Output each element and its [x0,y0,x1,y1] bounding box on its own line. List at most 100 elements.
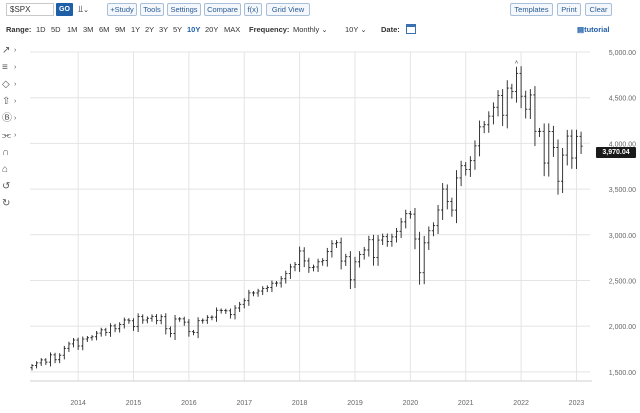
chevron-right-icon: › [14,81,17,88]
ohlc-bar [436,204,440,235]
ohlc-bar [201,318,205,324]
ohlc-bar [528,89,532,119]
chevron-down-icon: ⌄ [360,25,367,34]
arrow-up-icon[interactable]: ⇧ › [2,96,17,107]
ohlc-bar [491,102,496,125]
lock-icon[interactable]: ⌂ [2,164,9,175]
shape-icon[interactable]: ◇ › [2,79,17,90]
compare-button[interactable]: Compare [204,3,241,16]
ohlc-bar [108,323,113,337]
ohlc-bar [413,207,417,250]
period-select[interactable]: 10Y ⌄ [345,25,367,34]
ohlc-bar [561,147,565,194]
chevron-right-icon: › [14,132,17,139]
ohlc-bar [127,318,131,324]
chart-type-dropdown[interactable]: ⫫⌄ [78,3,89,16]
range-20y[interactable]: 20Y [205,25,219,34]
range-3m[interactable]: 3M [83,25,94,34]
magnet-icon[interactable]: ∩ [2,147,10,158]
print-button[interactable]: Print [557,3,581,16]
ohlc-bar [247,289,251,306]
ohlc-bar [330,240,334,258]
range-2y[interactable]: 2Y [145,25,155,34]
ohlc-bar [53,352,57,364]
ohlc-bar [113,323,117,333]
range-5d[interactable]: 5D [51,25,61,34]
range-5y[interactable]: 5Y [173,25,183,34]
ohlc-bar [168,326,173,338]
ohlc-bar [242,298,246,309]
range-1m[interactable]: 1M [67,25,78,34]
ohlc-bar [136,313,140,333]
frequency-label: Frequency: [249,25,290,34]
tutorial-icon: ▤ [577,25,585,34]
ohlc-bar [358,251,362,268]
y-tick-label: 5,000.00 [609,50,636,57]
last-price-tag: 3,970.04 [596,147,636,158]
line-draw-icon[interactable]: ↗ › [2,45,17,56]
ohlc-bar [510,83,514,99]
ohlc-bar [39,358,43,366]
ohlc-bar [542,123,546,177]
range-10y[interactable]: 10Y [187,25,201,34]
ohlc-bar [44,358,48,365]
range-3y[interactable]: 3Y [159,25,169,34]
clear-button[interactable]: Clear [585,3,612,16]
undo-icon[interactable]: ↺ [2,181,11,192]
ohlc-bar [67,341,71,352]
y-tick-label: 3,000.00 [609,233,636,240]
grid-view-button[interactable]: Grid View [266,3,310,16]
redo-icon[interactable]: ↻ [2,198,11,209]
add-study-button[interactable]: +Study [107,3,137,16]
symbol-input[interactable] [6,3,54,16]
x-tick-label: 2017 [236,400,252,407]
ohlc-bar [408,210,412,219]
ohlc-bar [367,235,371,257]
ohlc-bar [570,129,574,169]
ohlc-bar [298,246,302,272]
ohlc-bar [233,305,237,320]
range-1d[interactable]: 1D [36,25,46,34]
range-9m[interactable]: 9M [115,25,126,34]
ohlc-bar [154,314,159,325]
ohlc-bar [422,235,426,285]
y-tick-label: 2,000.00 [609,324,636,331]
function-button[interactable]: f(x) [244,3,262,16]
ohlc-bar [311,264,316,272]
ohlc-bar [473,140,477,170]
templates-button[interactable]: Templates [510,3,553,16]
ohlc-bar [454,170,459,224]
tutorial-link[interactable]: ▤tutorial [577,25,610,34]
ohlc-bar [399,217,403,238]
range-6m[interactable]: 6M [99,25,110,34]
ohlc-bar [35,361,39,369]
fibonacci-icon[interactable]: ≡ › [2,62,17,73]
range-max[interactable]: MAX [224,25,241,34]
chevron-down-icon: ⌄ [83,7,89,14]
settings-button[interactable]: Settings [167,3,201,16]
go-button[interactable]: GO [56,3,73,16]
annotation-icon[interactable]: Ⓑ › [2,113,17,124]
ohlc-bar [104,327,108,336]
ohlc-bar [321,258,325,266]
ohlc-bar [224,308,228,314]
calendar-icon[interactable] [406,24,416,34]
ohlc-bar [48,352,53,367]
ohlc-bar [191,329,196,336]
pattern-icon[interactable]: ⫘ › [2,130,17,141]
ohlc-bar [238,301,242,312]
ohlc-bar [316,258,320,272]
ohlc-bar [482,120,486,134]
range-1y[interactable]: 1Y [131,25,141,34]
tools-button[interactable]: Tools [140,3,164,16]
ohlc-bar [381,233,385,246]
ohlc-bar [279,276,283,288]
ohlc-bar [205,315,209,324]
ohlc-bar [468,156,472,177]
x-tick-label: 2014 [70,400,86,407]
ohlc-bar [76,337,80,350]
y-tick-label: 4,500.00 [609,96,636,103]
frequency-select[interactable]: Monthly ⌄ [293,25,328,34]
x-tick-label: 2018 [292,400,308,407]
